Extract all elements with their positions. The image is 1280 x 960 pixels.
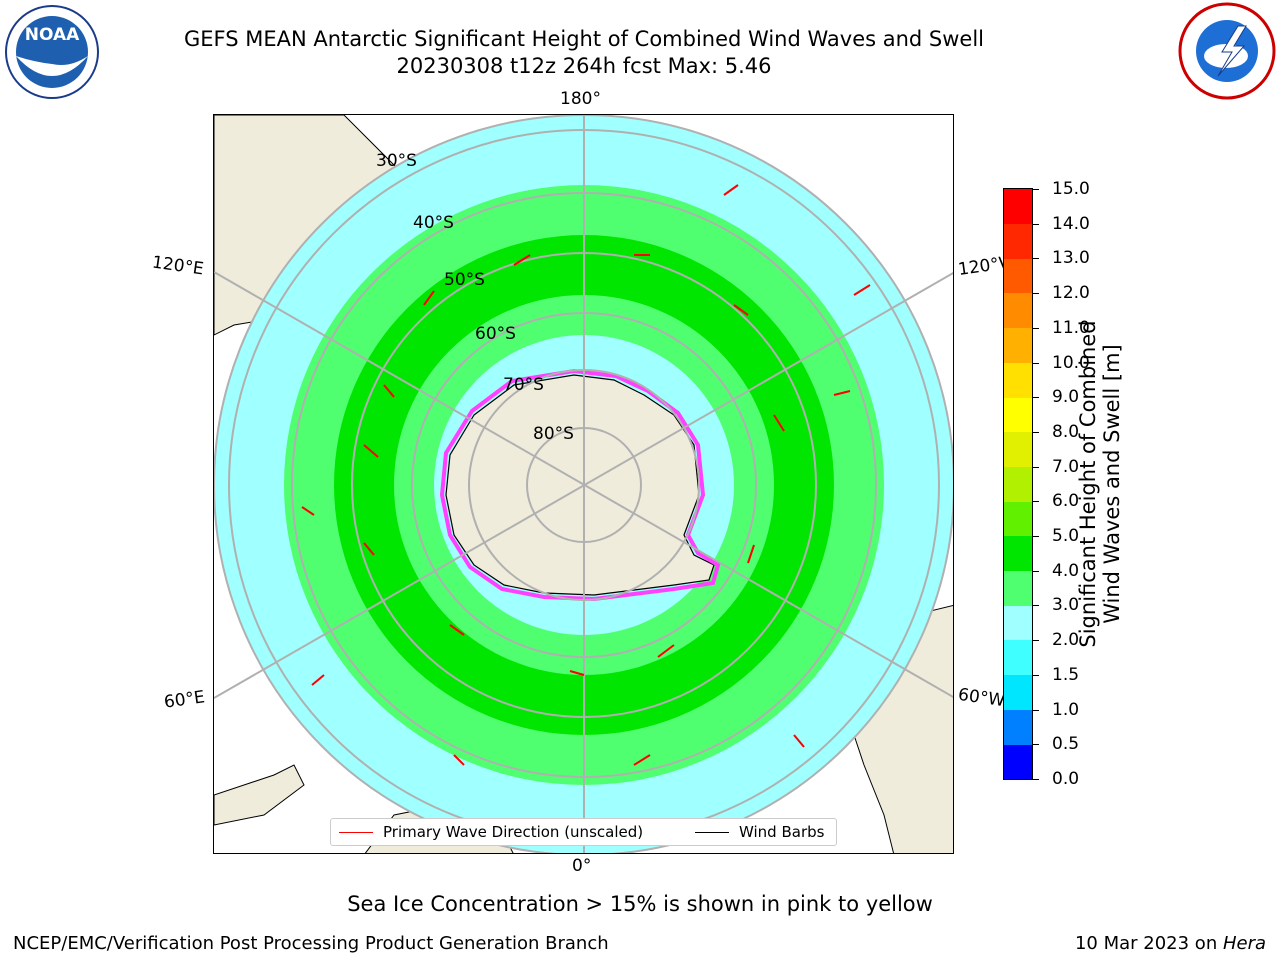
map-legend: Primary Wave Direction (unscaled) Wind B…	[330, 818, 837, 846]
colorbar-tick-label: 6.0	[1052, 491, 1080, 512]
colorbar-tick	[1033, 362, 1039, 364]
noaa-logo-text: NOAA	[25, 25, 80, 45]
colorbar-tick-label: 13.0	[1052, 248, 1090, 269]
colorbar-tick	[1033, 779, 1039, 780]
colorbar-tick-label: 11.0	[1052, 317, 1090, 338]
colorbar-tick-label: 4.0	[1052, 560, 1080, 581]
lat-label-70s: 70°S	[503, 375, 544, 395]
legend-wave-label: Primary Wave Direction (unscaled)	[383, 823, 644, 841]
colorbar-tick	[1033, 327, 1039, 329]
colorbar-segment	[1004, 431, 1032, 467]
title-line-1: GEFS MEAN Antarctic Significant Height o…	[183, 27, 985, 51]
colorbar-segment	[1004, 223, 1032, 259]
colorbar-segment	[1004, 397, 1032, 433]
lon-label-60w: 60°W	[956, 684, 1007, 712]
colorbar-tick-label: 3.0	[1052, 595, 1080, 616]
colorbar-tick	[1033, 466, 1039, 468]
colorbar-segment	[1004, 362, 1032, 398]
colorbar-tick-label: 0.5	[1052, 734, 1080, 755]
colorbar-segment	[1004, 258, 1032, 294]
colorbar-tick-label: 15.0	[1052, 179, 1090, 199]
colorbar-segment	[1004, 674, 1032, 710]
colorbar-segment	[1004, 536, 1032, 572]
system-name: Hera	[1222, 933, 1266, 954]
colorbar-segment	[1004, 744, 1032, 780]
colorbar-segment	[1004, 605, 1032, 641]
colorbar-tick	[1033, 293, 1039, 295]
colorbar-tick	[1033, 605, 1039, 607]
colorbar-tick	[1033, 570, 1039, 572]
colorbar-tick	[1033, 744, 1039, 746]
nws-logo	[1178, 2, 1276, 100]
colorbar-segment	[1004, 293, 1032, 329]
wave-direction-swatch	[339, 832, 373, 833]
colorbar-tick	[1033, 536, 1039, 538]
lat-label-80s: 80°S	[533, 424, 574, 444]
lat-label-60s: 60°S	[475, 324, 516, 344]
colorbar-tick	[1033, 223, 1039, 225]
colorbar-tick	[1033, 709, 1039, 711]
colorbar-tick	[1033, 640, 1039, 642]
colorbar-tick	[1033, 189, 1039, 190]
sea-ice-note: Sea Ice Concentration > 15% is shown in …	[347, 892, 933, 916]
colorbar-tick-label: 0.0	[1052, 769, 1080, 789]
lon-label-60e: 60°E	[162, 687, 207, 713]
land-antarctica	[445, 374, 715, 596]
colorbar-segment	[1004, 709, 1032, 745]
wind-barb-swatch	[695, 832, 729, 833]
colorbar-tick	[1033, 674, 1039, 676]
colorbar-segment	[1004, 640, 1032, 676]
colorbar-tick-label: 7.0	[1052, 456, 1080, 477]
colorbar-tick	[1033, 431, 1039, 433]
colorbar-tick-label: 2.0	[1052, 630, 1080, 651]
colorbar-tick	[1033, 397, 1039, 399]
colorbar-segment	[1004, 466, 1032, 502]
lon-label-120e: 120°E	[150, 252, 205, 280]
lon-label-180: 180°	[560, 89, 601, 109]
credit-text: NCEP/EMC/Verification Post Processing Pr…	[13, 933, 609, 954]
colorbar-tick-label: 14.0	[1052, 213, 1090, 234]
land-africa	[214, 764, 305, 826]
sea-ice-edge	[439, 368, 721, 602]
wave-direction-arrows	[301, 184, 871, 766]
colorbar-segment	[1004, 501, 1032, 537]
colorbar-tick-label: 12.0	[1052, 283, 1090, 304]
colorbar-tick-label: 1.0	[1052, 699, 1080, 720]
colorbar-tick-label: 8.0	[1052, 421, 1080, 442]
colorbar-tick-label: 10.0	[1052, 352, 1090, 373]
colorbar-tick	[1033, 258, 1039, 260]
lon-label-0: 0°	[572, 856, 592, 876]
lat-label-50s: 50°S	[444, 270, 485, 290]
colorbar-tick-label: 9.0	[1052, 387, 1080, 408]
colorbar-segment	[1004, 189, 1032, 224]
colorbar-tick-label: 1.5	[1052, 664, 1080, 685]
map-canvas	[214, 115, 953, 853]
map-panel	[213, 114, 954, 854]
date-text: 10 Mar 2023 on Hera	[1075, 933, 1266, 954]
noaa-logo: NOAA	[5, 5, 99, 99]
legend-barb-label: Wind Barbs	[739, 823, 825, 841]
colorbar-tick-label: 5.0	[1052, 526, 1080, 547]
title-line-2: 20230308 t12z 264h fcst Max: 5.46	[396, 54, 772, 78]
colorbar-segment	[1004, 327, 1032, 363]
colorbar	[1003, 188, 1033, 780]
colorbar-segment	[1004, 570, 1032, 606]
lat-label-30s: 30°S	[376, 151, 417, 171]
date-value: 10 Mar 2023 on	[1074, 933, 1223, 954]
colorbar-title-line-2: Wind Waves and Swell [m]	[1100, 344, 1124, 624]
lat-label-40s: 40°S	[413, 213, 454, 233]
colorbar-tick	[1033, 501, 1039, 503]
